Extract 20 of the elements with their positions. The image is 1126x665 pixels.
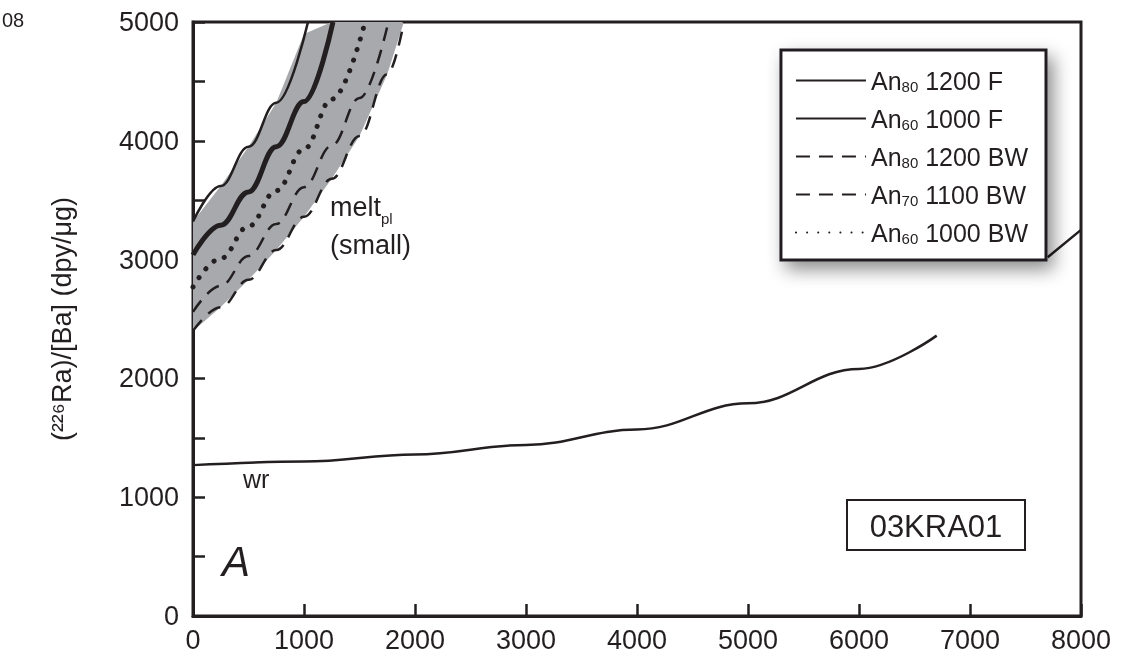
y-tick-label: 4000 <box>118 125 179 156</box>
x-tick-label: 0 <box>185 624 201 655</box>
y-tick-label: 3000 <box>118 244 179 275</box>
x-tick-label: 1000 <box>273 624 335 655</box>
y-tick-label: 0 <box>163 601 179 631</box>
y-tick-label: 2000 <box>118 363 179 394</box>
x-tick-label: 2000 <box>384 624 446 655</box>
x-tick-label: 7000 <box>939 624 1001 655</box>
x-tick-label: 4000 <box>606 624 668 655</box>
text: 08 <box>2 9 25 31</box>
annotation: A <box>219 537 251 585</box>
y-tick-label: 5000 <box>118 7 179 37</box>
x-tick-label: 3000 <box>495 624 557 655</box>
x-tick-label: 6000 <box>828 624 890 655</box>
x-tick-label: 8000 <box>1050 624 1112 655</box>
x-tick-label: 5000 <box>717 624 779 655</box>
y-tick-label: 1000 <box>118 482 179 513</box>
y-axis-title: (²²⁶Ra)/[Ba] (dpy/μg) <box>46 196 77 442</box>
annotation: 03KRA01 <box>869 508 1003 544</box>
annotation: wr <box>242 464 270 493</box>
